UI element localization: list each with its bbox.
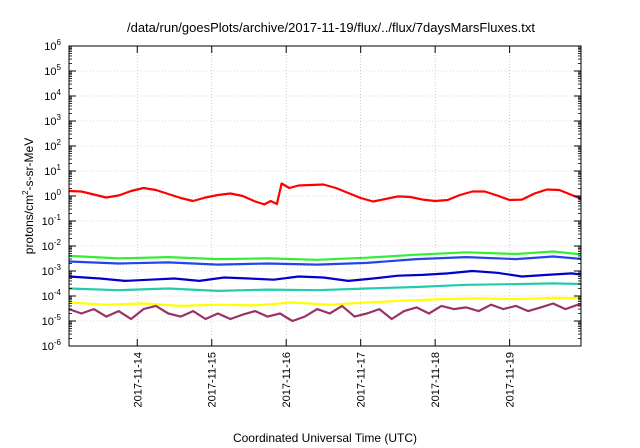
x-tick-label: 2017-11-17 xyxy=(356,352,368,407)
y-tick-label: 102 xyxy=(44,138,61,153)
x-tick-label: 2017-11-16 xyxy=(281,352,293,407)
series-line-4 xyxy=(69,269,581,282)
series-line-1 xyxy=(69,182,581,206)
y-tick-label: 10-6 xyxy=(42,338,62,353)
y-tick-label: 10-5 xyxy=(42,313,62,328)
y-axis-label: protons/cm2-s-sr-MeV xyxy=(21,138,36,254)
axis-ticks xyxy=(69,45,581,347)
series-line-3 xyxy=(69,255,581,266)
y-tick-label: 104 xyxy=(44,88,61,103)
grid xyxy=(69,46,581,346)
series-layer xyxy=(69,182,581,323)
x-tick-label: 2017-11-14 xyxy=(132,352,144,407)
x-tick-labels: 2017-11-14 2017-11-15 2017-11-16 2017-11-17… xyxy=(132,352,516,407)
y-tick-label: 10-4 xyxy=(42,288,62,303)
y-tick-label: 101 xyxy=(44,163,61,178)
y-tick-label: 10-1 xyxy=(42,213,62,228)
y-tick-label: 103 xyxy=(44,113,61,128)
x-axis-label: Coordinated Universal Time (UTC) xyxy=(233,431,417,445)
x-tick-label: 2017-11-19 xyxy=(505,352,517,407)
series-line-5 xyxy=(69,282,581,292)
y-tick-label: 10-2 xyxy=(42,238,62,253)
series-line-7 xyxy=(69,302,581,323)
y-tick-label: 105 xyxy=(44,63,61,78)
series-line-2 xyxy=(69,250,581,261)
y-tick-label: 10-3 xyxy=(42,263,62,278)
series-line-6 xyxy=(69,296,581,307)
chart-title: /data/run/goesPlots/archive/2017-11-19/f… xyxy=(127,20,535,35)
y-tick-label: 100 xyxy=(44,188,61,203)
x-tick-label: 2017-11-15 xyxy=(207,352,219,407)
y-tick-label: 106 xyxy=(44,38,61,53)
x-tick-label: 2017-11-18 xyxy=(430,352,442,407)
y-tick-labels: 10-6 10-5 10-4 10-3 10-2 10-1 100 101 102 103 104 1… xyxy=(42,38,62,353)
